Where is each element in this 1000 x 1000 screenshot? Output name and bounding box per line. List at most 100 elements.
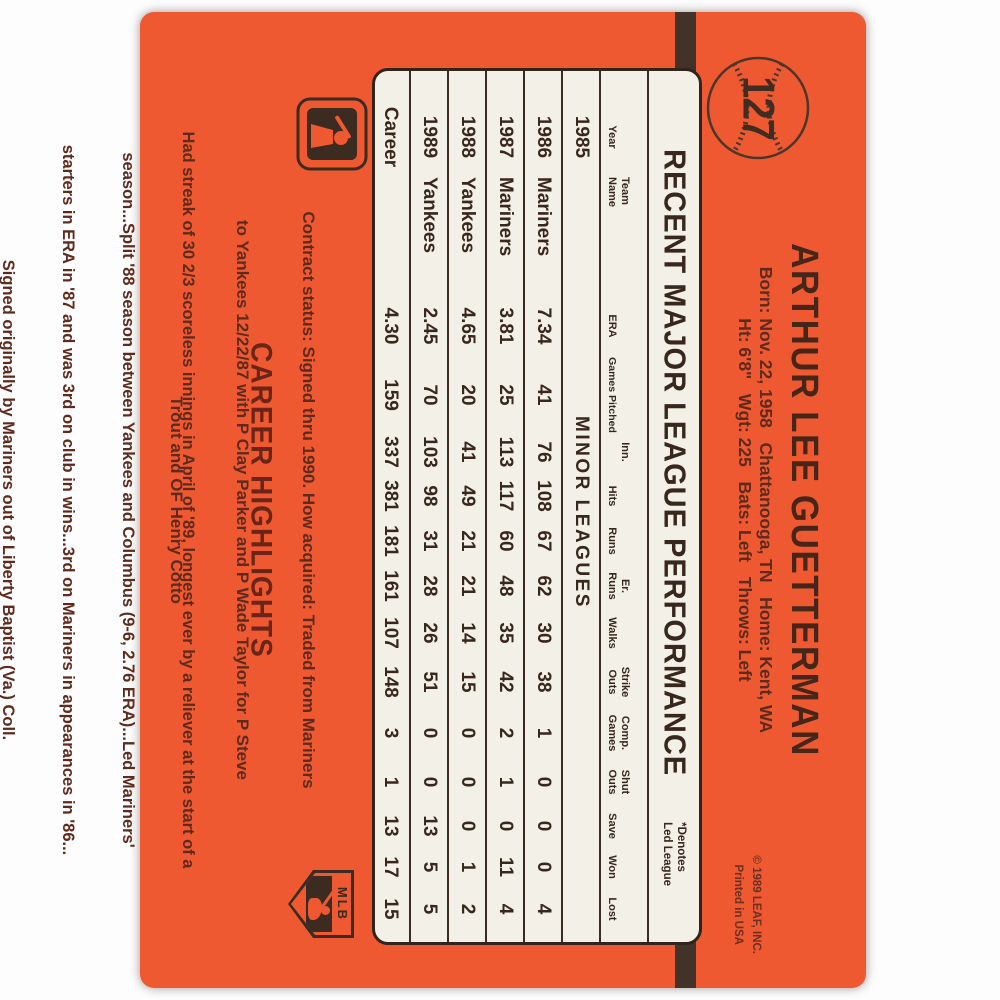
stat-cell: 38 xyxy=(533,671,554,693)
stat-column-header: Games Pitched xyxy=(606,357,618,433)
stat-cell: 0 xyxy=(419,727,440,739)
stat-cell: 1 xyxy=(495,776,516,788)
copyright-notice: © 1989 LEAF, INC. Printed in USA xyxy=(728,855,764,954)
stats-title-row: RECENT MAJOR LEAGUE PERFORMANCE *Denotes… xyxy=(647,71,699,942)
stat-cell: 1 xyxy=(380,776,401,788)
stat-row: 1988 Yankees 4.65 20 41 49 21 21 14 15 0 0 0 1 2 xyxy=(447,71,485,942)
stat-cell: 3.81 xyxy=(495,307,516,345)
card-number-baseball: 127 xyxy=(702,52,814,164)
stat-cell: 0 xyxy=(533,776,554,788)
stat-cell: 161 xyxy=(380,570,401,602)
highlight-line2: season...Split '88 season between Yankee… xyxy=(119,152,137,848)
stat-column-header: ERA xyxy=(606,314,619,338)
baseball-card-back: 127 ARTHUR LEE GUETTERMAN Born: Nov. 22,… xyxy=(0,12,866,988)
career-highlights-heading: CAREER HIGHLIGHTS xyxy=(245,342,278,658)
stat-cell: 0 xyxy=(419,776,440,788)
baseball-icon xyxy=(706,56,810,160)
stat-cell: 98 xyxy=(419,485,440,507)
stat-cell: 35 xyxy=(495,622,516,644)
stat-cell: 159 xyxy=(380,379,401,411)
stat-cell: Yankees xyxy=(419,177,440,254)
stat-cell: 25 xyxy=(495,384,516,406)
stat-row: Career 4.30 159 337 381 181 161 107 148 3 1 13 17 15 xyxy=(372,71,409,942)
stat-cell: Mariners xyxy=(533,177,554,257)
stat-cell: 13 xyxy=(380,815,401,837)
stat-cell: 0 xyxy=(495,820,516,832)
led-league-note: *Denotes Led League xyxy=(661,822,688,886)
stat-cell: 108 xyxy=(533,480,554,512)
stat-column-header: Comp. Games xyxy=(606,714,632,752)
stat-cell: 1985 xyxy=(571,115,592,159)
stat-cell: Yankees xyxy=(457,177,478,254)
stat-cell: 4 xyxy=(533,903,554,915)
stat-cell: 60 xyxy=(495,530,516,552)
stat-row: 1985 MINOR LEAGUES xyxy=(561,71,599,942)
stat-cell: 2.45 xyxy=(419,307,440,345)
stat-cell: 41 xyxy=(457,441,478,463)
stat-cell: 0 xyxy=(457,727,478,739)
stat-cell: 67 xyxy=(533,530,554,552)
mlbpa-logo-text: MLB xyxy=(335,886,350,922)
stat-column-header: Won xyxy=(606,855,619,879)
stat-column-header: Team Name xyxy=(606,177,632,207)
stat-column-header: Strike Outs xyxy=(606,666,632,698)
stat-cell: 3 xyxy=(380,727,401,739)
stats-rows: 1985 MINOR LEAGUES 1986 Mariners 7.34 41 76 108… xyxy=(372,71,599,942)
stat-cell: 5 xyxy=(419,903,440,915)
stat-cell: 4 xyxy=(495,903,516,915)
stat-cell: 4.30 xyxy=(380,307,401,345)
stats-title: RECENT MAJOR LEAGUE PERFORMANCE xyxy=(657,149,692,777)
stat-cell: 337 xyxy=(380,436,401,468)
stat-cell: 41 xyxy=(533,384,554,406)
stat-cell: 7.34 xyxy=(533,307,554,345)
stat-cell: 1 xyxy=(533,727,554,739)
stat-cell: 17 xyxy=(380,856,401,878)
stat-cell: 51 xyxy=(419,671,440,693)
stat-row: 1987 Mariners 3.81 25 113 117 60 48 35 42 2 1 0 11 4 xyxy=(485,71,523,942)
stat-cell: 11 xyxy=(495,856,516,878)
stat-cell: 26 xyxy=(419,622,440,644)
stat-cell: 49 xyxy=(457,485,478,507)
stat-column-header: Year xyxy=(606,125,619,149)
stat-cell: 1987 xyxy=(495,115,516,159)
stat-cell: 28 xyxy=(419,575,440,597)
copyright-line1: © 1989 LEAF, INC. xyxy=(750,855,762,954)
copyright-line2: Printed in USA xyxy=(732,864,745,945)
player-header: ARTHUR LEE GUETTERMAN Born: Nov. 22, 195… xyxy=(735,12,825,988)
career-highlights-text: Had streak of 30 2/3 scoreless innings i… xyxy=(0,12,238,988)
stat-cell: 2 xyxy=(457,903,478,915)
highlight-line1: Had streak of 30 2/3 scoreless innings i… xyxy=(179,131,197,869)
stat-cell: 14 xyxy=(457,622,478,644)
stat-cell: 0 xyxy=(457,820,478,832)
stats-header-row: Year Team Name ERA Games Pitched Inn. Hits Runs… xyxy=(599,71,647,942)
stat-column-header: Save xyxy=(606,813,619,839)
stat-cell: 1 xyxy=(457,861,478,873)
bio-born-line: Born: Nov. 22, 1958 Chattanooga, TN Home… xyxy=(756,266,776,734)
stat-cell: Mariners xyxy=(495,177,516,257)
stat-cell: 76 xyxy=(533,441,554,463)
stat-cell: 0 xyxy=(533,861,554,873)
stat-column-header: Runs xyxy=(606,527,619,555)
stat-cell: 117 xyxy=(495,480,516,512)
stat-cell: 42 xyxy=(495,671,516,693)
stat-cell: 1989 xyxy=(419,115,440,159)
stat-cell: 20 xyxy=(457,384,478,406)
stat-cell: 21 xyxy=(457,530,478,552)
stat-cell: 48 xyxy=(495,575,516,597)
stat-cell: 5 xyxy=(419,861,440,873)
stat-cell: 2 xyxy=(495,727,516,739)
stat-cell: 0 xyxy=(457,776,478,788)
bio-physical-line: Ht: 6'8" Wgt: 225 Bats: Left Throws: Lef… xyxy=(735,318,756,682)
stat-cell: 148 xyxy=(380,666,401,698)
stat-column-header: Er. Runs xyxy=(606,572,632,600)
highlight-line3: starters in ERA in '87 and was 3rd on cl… xyxy=(59,144,77,856)
stat-cell: 1988 xyxy=(457,115,478,159)
stat-cell: 62 xyxy=(533,575,554,597)
stat-cell: 181 xyxy=(380,525,401,557)
stat-cell: 15 xyxy=(457,671,478,693)
stat-column-header: Lost xyxy=(606,897,619,921)
stat-cell: 15 xyxy=(380,898,401,920)
mlb-logo xyxy=(295,96,369,172)
highlight-line4: Signed originally by Mariners out of Lib… xyxy=(0,259,17,741)
